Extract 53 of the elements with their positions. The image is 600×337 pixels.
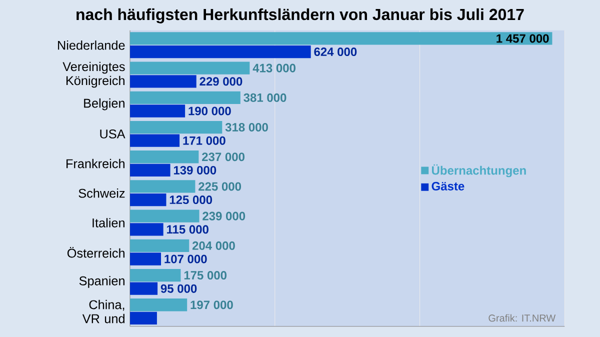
data-label: 624 000 <box>314 48 357 56</box>
data-label: 139 000 <box>174 166 216 174</box>
bar <box>130 223 164 236</box>
data-label: 225 000 <box>198 182 242 191</box>
bar <box>130 45 311 58</box>
bar <box>130 252 162 266</box>
data-label: 229 000 <box>200 77 242 86</box>
bar <box>130 282 158 295</box>
data-label: 95 000 <box>160 284 197 293</box>
data-label: 171 000 <box>183 136 226 145</box>
bar <box>130 193 166 206</box>
bar <box>130 239 190 252</box>
data-label: 1 457 000 <box>496 34 549 43</box>
bar <box>130 134 180 147</box>
bar <box>130 180 196 193</box>
bar <box>130 91 240 104</box>
y-tick-label: USA <box>100 129 126 138</box>
y-tick-label: Österreich <box>67 246 124 258</box>
legend-label: Übernachtungen <box>432 164 526 178</box>
y-tick-label: China, VR und <box>82 300 124 324</box>
data-label: 107 000 <box>164 254 207 264</box>
bar <box>130 75 196 88</box>
data-label: 204 000 <box>192 241 235 250</box>
bar <box>130 150 199 164</box>
data-label: 175 000 <box>184 271 227 280</box>
bar <box>130 104 186 118</box>
data-label: 190 000 <box>188 106 231 116</box>
y-tick-label: Schweiz <box>78 188 125 198</box>
annotation: Grafik: IT.NRW <box>488 314 556 322</box>
data-label: 318 000 <box>225 123 268 132</box>
y-tick-label: Niederlande <box>58 40 125 50</box>
bar <box>130 298 188 312</box>
data-label: 239 000 <box>202 212 246 220</box>
y-tick-label: Frankreich <box>66 158 124 168</box>
chart-title: nach häufigsten Herkunftsländern von Januar bis Juli 2017 <box>76 8 524 24</box>
bar <box>130 164 170 177</box>
bar <box>130 312 157 325</box>
data-label: 125 000 <box>170 196 212 204</box>
y-tick-label: Vereinigtes Königreich <box>62 62 125 88</box>
y-tick-label: Belgien <box>84 98 124 110</box>
y-tick-label: Spanien <box>79 276 124 288</box>
data-label: 115 000 <box>167 225 208 234</box>
data-label: 197 000 <box>190 300 233 310</box>
bar <box>130 62 250 74</box>
data-label: 381 000 <box>244 93 286 102</box>
bar <box>130 32 552 45</box>
y-tick-label: Italien <box>92 218 124 228</box>
bar <box>130 210 200 222</box>
data-label: 413 000 <box>252 64 296 72</box>
legend-label: Gäste <box>432 182 464 190</box>
bar <box>130 268 181 282</box>
bar <box>130 120 222 134</box>
data-label: 237 000 <box>202 152 244 162</box>
